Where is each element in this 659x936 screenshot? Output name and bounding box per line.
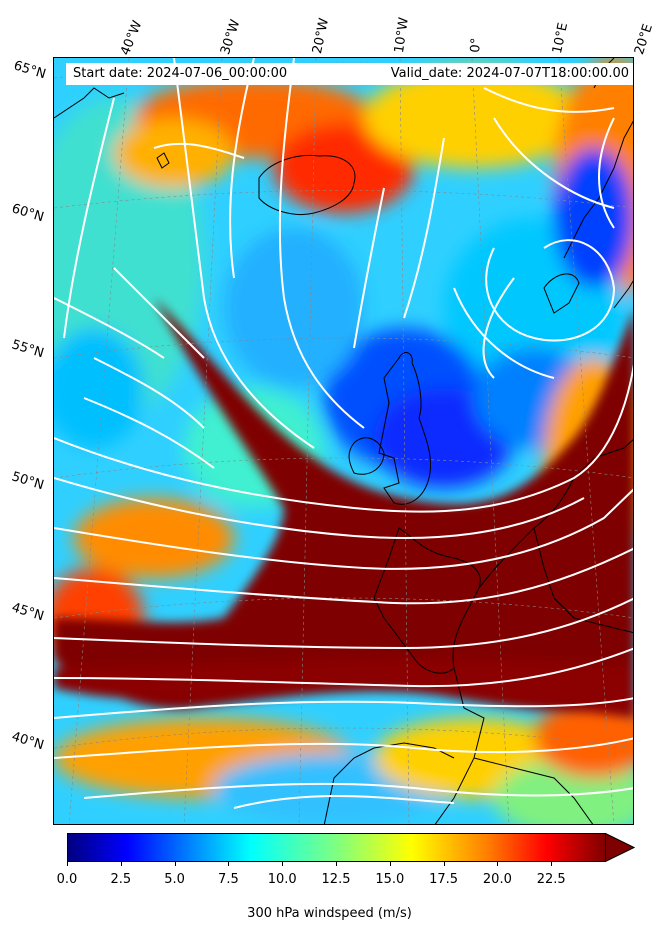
colorbar-tickmark <box>282 862 284 866</box>
colorbar-tick-label: 20.0 <box>482 872 512 887</box>
lat-label-60n: 60°N <box>9 201 46 226</box>
colorbar-tick-label: 12.5 <box>321 872 351 887</box>
colorbar-label: 300 hPa windspeed (m/s) <box>247 906 412 921</box>
lat-label-55n: 55°N <box>9 337 46 362</box>
colorbar-tickmark <box>336 862 337 866</box>
lat-label-45n: 45°N <box>9 600 46 625</box>
lat-label-65n: 65°N <box>11 58 48 83</box>
lat-label-40n: 40°N <box>9 729 46 754</box>
colorbar-tickmark <box>497 862 499 866</box>
colorbar-tickmark <box>120 862 122 866</box>
colorbar-tickmark <box>551 862 553 866</box>
lon-label-0: 0° <box>468 37 485 54</box>
valid-date-label: Valid_date: 2024-07-07T18:00:00.00 <box>390 66 629 81</box>
colorbar <box>67 833 635 862</box>
lon-label-10w: 10°W <box>392 16 412 55</box>
colorbar-tickmark <box>174 862 176 866</box>
lat-label-50n: 50°N <box>9 469 46 494</box>
start-date-label: Start date: 2024-07-06_00:00:00 <box>73 66 288 81</box>
streamlines <box>54 58 633 809</box>
colorbar-tickmark <box>67 862 68 866</box>
colorbar-tick-label: 22.5 <box>536 872 566 887</box>
date-banner: Start date: 2024-07-06_00:00:00 Valid_da… <box>66 63 633 85</box>
colorbar-tick-label: 17.5 <box>429 872 459 887</box>
colorbar-tickmark <box>228 862 230 866</box>
colorbar-tick-label: 5.0 <box>164 872 185 887</box>
colorbar-tick-label: 15.0 <box>375 872 405 887</box>
lon-label-40w: 40°W <box>118 18 146 58</box>
colorbar-tickmark <box>443 862 445 866</box>
lon-label-20e: 20°E <box>632 22 656 57</box>
colorbar-tick-label: 7.5 <box>218 872 239 887</box>
windspeed-field <box>54 58 633 824</box>
colorbar-tick-label: 0.0 <box>56 872 78 887</box>
colorbar-tick-label: 10.0 <box>267 872 297 887</box>
wind-map <box>53 57 634 825</box>
colorbar-tickmark <box>389 862 391 866</box>
lon-label-10e: 10°E <box>550 21 572 56</box>
lon-label-20w: 20°W <box>310 16 333 56</box>
lon-label-30w: 30°W <box>218 17 244 57</box>
colorbar-tick-label: 2.5 <box>110 872 132 887</box>
